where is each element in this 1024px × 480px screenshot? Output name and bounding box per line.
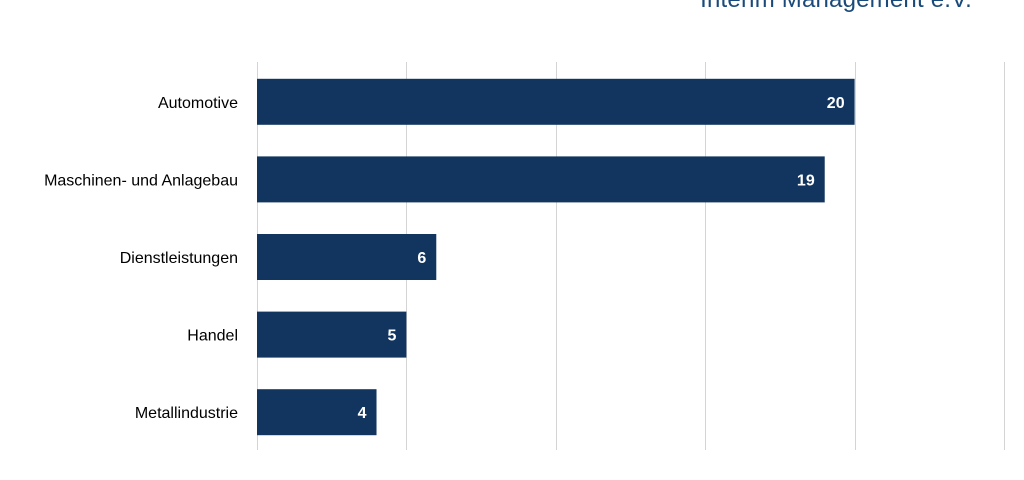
category-labels: Automotive Maschinen- und Anlagebau Dienst…: [44, 95, 238, 422]
category-label-2: Maschinen- und Anlagebau: [44, 172, 238, 189]
category-label-1: Automotive: [158, 95, 238, 112]
value-label-1: 20: [827, 95, 845, 112]
value-label-3: 6: [417, 250, 426, 267]
organization-name: Interim Management e.V.: [700, 0, 972, 14]
bar-5: [257, 389, 377, 436]
bar-3: [257, 234, 437, 280]
value-label-5: 4: [358, 405, 367, 422]
bar-1: [257, 78, 855, 125]
category-label-5: Metallindustrie: [135, 405, 238, 422]
category-label-4: Handel: [187, 328, 238, 345]
value-label-4: 5: [387, 328, 396, 345]
category-label-3: Dienstleistungen: [120, 250, 238, 267]
value-label-2: 19: [797, 172, 815, 189]
bar-4: [257, 311, 407, 358]
value-labels: 20 19 6 5 4: [358, 95, 845, 422]
bars: [257, 78, 855, 436]
bar-2: [257, 156, 825, 203]
